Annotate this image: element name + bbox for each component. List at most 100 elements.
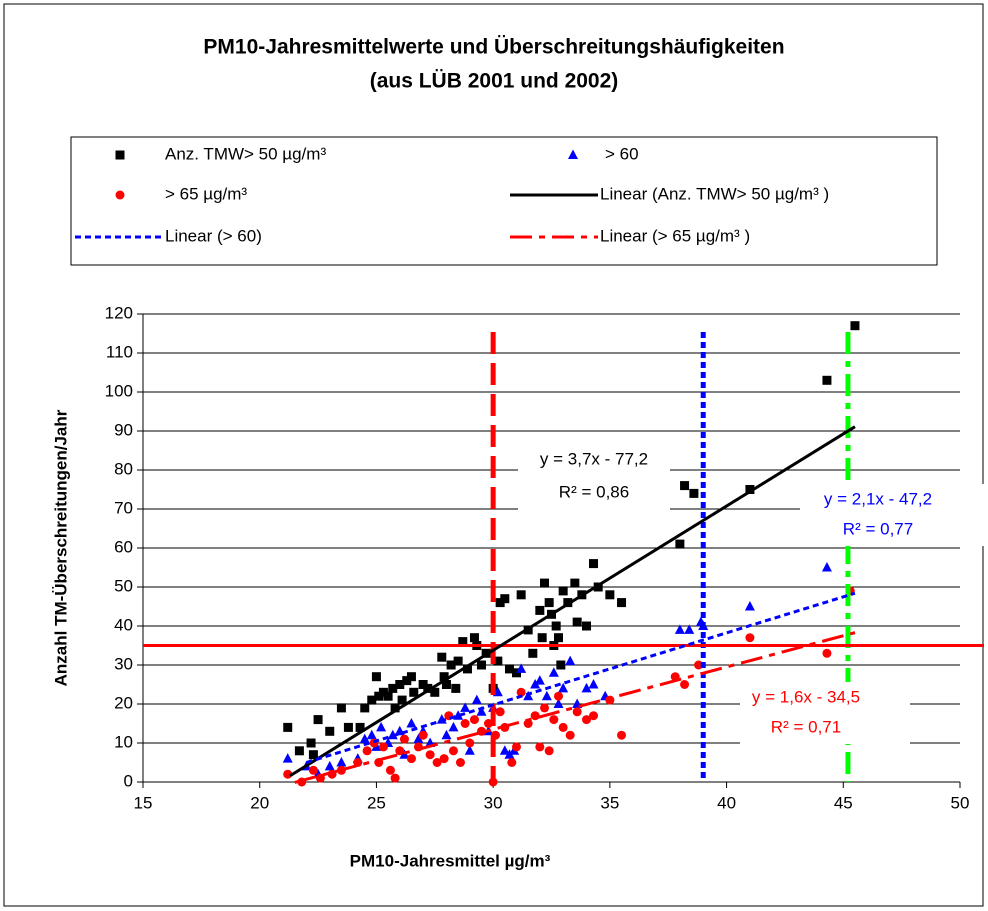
point	[453, 656, 463, 666]
point	[378, 687, 388, 697]
point	[680, 481, 690, 491]
point	[441, 680, 451, 689]
point	[367, 695, 377, 705]
point	[465, 738, 475, 748]
point	[313, 715, 323, 725]
point	[689, 488, 699, 498]
y-tick-label: 0	[124, 771, 133, 790]
point	[565, 655, 576, 666]
y-axis-label: Anzahl TM-Überschreitungen/Jahr	[51, 409, 70, 686]
chart-title: PM10-Jahresmittelwerte und Überschreitun…	[203, 36, 784, 59]
point	[455, 758, 465, 767]
point	[539, 578, 549, 588]
legend-marker	[568, 149, 578, 159]
point	[572, 617, 582, 627]
point	[395, 746, 405, 756]
point	[535, 742, 545, 752]
point	[425, 750, 435, 760]
point	[324, 760, 335, 771]
point	[360, 703, 370, 713]
x-tick-label: 15	[134, 793, 153, 812]
point	[460, 719, 470, 728]
point	[343, 722, 353, 732]
point	[493, 656, 503, 666]
point	[581, 682, 592, 693]
point	[507, 758, 517, 767]
point	[822, 648, 832, 658]
point	[469, 633, 479, 643]
point	[355, 722, 365, 732]
point	[306, 738, 316, 748]
point	[537, 633, 547, 643]
y-tick-label: 120	[105, 303, 133, 322]
y-tick-label: 80	[114, 459, 133, 478]
annotation-box	[800, 484, 985, 546]
point	[315, 773, 325, 783]
point	[572, 707, 582, 717]
y-tick-label: 50	[114, 576, 133, 595]
annotation: R² = 0,86	[559, 482, 629, 501]
point	[397, 695, 407, 705]
point	[390, 773, 400, 783]
point	[336, 757, 347, 767]
x-tick-label: 35	[600, 793, 619, 812]
point	[476, 726, 486, 736]
point	[821, 562, 832, 572]
legend-marker	[115, 190, 125, 200]
point	[539, 703, 549, 713]
point	[744, 601, 755, 611]
point	[535, 605, 545, 615]
x-axis-label: PM10-Jahresmittel µg/m³	[350, 851, 551, 870]
point	[554, 691, 564, 701]
point	[530, 679, 541, 689]
point	[516, 590, 526, 600]
point	[406, 754, 416, 764]
point	[446, 660, 456, 670]
point	[570, 578, 580, 588]
point	[395, 680, 405, 689]
legend-box	[70, 136, 938, 266]
point	[336, 703, 346, 713]
y-tick-label: 100	[105, 381, 133, 400]
point	[499, 745, 510, 755]
point	[565, 730, 575, 740]
point	[544, 746, 554, 756]
point	[464, 745, 475, 755]
point	[504, 749, 515, 759]
point	[439, 754, 449, 764]
annotation-box	[518, 446, 670, 512]
legend-label: Linear (> 60)	[165, 226, 262, 245]
point	[684, 624, 695, 634]
point	[582, 715, 592, 725]
annotation: y = 1,6x - 34,5	[752, 687, 860, 706]
point	[378, 742, 388, 752]
point	[366, 729, 377, 740]
y-tick-label: 70	[114, 498, 133, 517]
point	[551, 621, 561, 631]
x-tick-label: 40	[717, 793, 736, 812]
point	[294, 746, 304, 756]
point	[500, 594, 510, 604]
point	[530, 711, 540, 721]
point	[399, 734, 409, 744]
point	[850, 321, 860, 331]
x-tick-label: 25	[367, 793, 386, 812]
y-tick-label: 40	[114, 615, 133, 634]
annotation: y = 3,7x - 77,2	[540, 449, 648, 468]
point	[469, 715, 479, 725]
x-tick-label: 20	[250, 793, 269, 812]
point	[406, 718, 417, 728]
point	[548, 667, 559, 677]
annotation: R² = 0,77	[843, 519, 913, 538]
point	[432, 758, 442, 767]
y-tick-label: 20	[114, 693, 133, 712]
point	[430, 687, 440, 697]
point	[582, 621, 592, 631]
point	[448, 721, 459, 732]
point	[558, 586, 568, 596]
legend-label: Linear (> 65 µg/m³ )	[600, 226, 750, 245]
point	[282, 753, 293, 763]
point	[458, 637, 468, 647]
point	[822, 375, 832, 385]
